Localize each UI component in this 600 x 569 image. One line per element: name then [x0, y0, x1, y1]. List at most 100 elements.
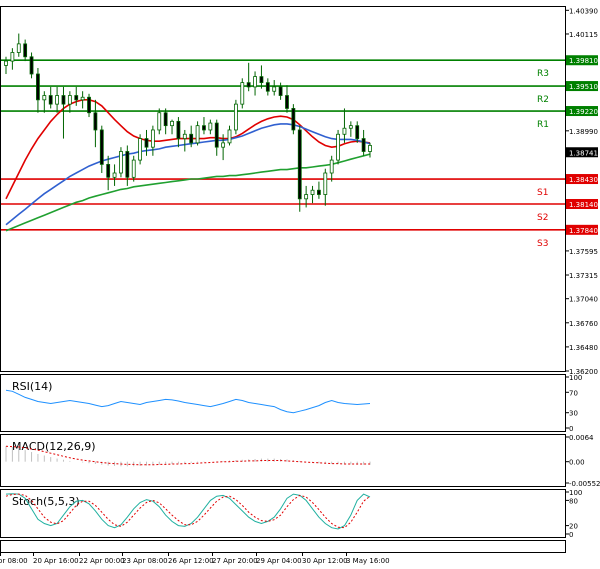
price-tick-label: 1.37040 — [569, 296, 598, 304]
macd-line-1 — [5, 445, 370, 466]
level-name-r1: R1 — [537, 120, 549, 130]
candle — [170, 119, 174, 135]
panel-frame-empty — [0, 540, 566, 553]
stoch-tick-label: 0 — [569, 531, 573, 539]
candle — [42, 91, 47, 113]
candle — [74, 86, 79, 106]
level-price-tag — [566, 81, 598, 92]
candle-body — [182, 133, 187, 139]
price-axis: 1.40390 1.40115 1.38990 1.37595 1.37315 1.370… — [565, 7, 598, 376]
level-price-tag — [566, 55, 598, 66]
stoch-tick-label: 20 — [569, 523, 578, 531]
level-price-label: 1.38140 — [569, 201, 598, 209]
level-name-s3: S3 — [537, 239, 548, 249]
rsi-tick-label: 0 — [569, 425, 573, 433]
rsi-tick-label: 100 — [569, 374, 582, 382]
candle-body — [285, 95, 289, 109]
candles — [4, 33, 372, 212]
candle — [329, 155, 334, 182]
candle-body — [240, 82, 245, 105]
price-tick-label: 1.38990 — [569, 128, 598, 136]
level-price-label: 1.39510 — [569, 83, 598, 91]
candle — [4, 56, 8, 75]
candle — [182, 129, 187, 152]
panel-frame-macd — [0, 434, 566, 487]
rsi-tick-label: 30 — [569, 410, 578, 418]
candle — [317, 181, 321, 199]
candle-body — [163, 112, 168, 127]
time-tick-label: 20 Apr 16:00 — [33, 557, 79, 565]
candle — [342, 108, 347, 143]
candle — [361, 129, 366, 156]
candle — [112, 164, 117, 186]
candle — [310, 185, 315, 204]
candle — [16, 33, 21, 57]
candle — [138, 134, 143, 165]
price-tick-label: 1.37315 — [569, 272, 598, 280]
candle — [240, 78, 245, 109]
indicator-panels: 100 70 30 0 RSI(14) 0.0064 0.00 -0.005526 MACD(1… — [5, 374, 600, 539]
candle-body — [317, 189, 321, 195]
level-price-label: 1.39220 — [569, 108, 598, 116]
level-name-s2: S2 — [537, 213, 548, 223]
candle — [36, 67, 40, 113]
candle-body — [233, 103, 238, 131]
current-price-label: 1.38741 — [569, 149, 598, 157]
price-tick-label: 1.40115 — [569, 31, 598, 39]
candle — [285, 85, 289, 113]
candle-body — [4, 60, 8, 66]
candle — [87, 93, 91, 118]
candle — [221, 134, 226, 161]
candle — [272, 80, 277, 96]
panel-frame-rsi — [0, 374, 566, 432]
level-price-tag — [566, 198, 598, 209]
candle — [119, 147, 123, 178]
candle — [189, 125, 194, 148]
candle — [125, 145, 130, 186]
candle — [176, 117, 181, 148]
level-name-r2: R2 — [537, 95, 549, 105]
candle-body — [221, 142, 226, 148]
stoch-tick-label: 80 — [569, 497, 578, 505]
candle-body — [99, 129, 104, 165]
candle — [214, 119, 219, 156]
candle-body — [342, 127, 347, 135]
moving-average-lines — [5, 99, 371, 232]
candle-body — [329, 159, 334, 174]
candle-body — [208, 122, 213, 131]
candle-body — [291, 108, 296, 131]
candle — [157, 108, 162, 135]
candle — [336, 129, 340, 165]
candle-body — [278, 86, 283, 96]
stoch-label: Stoch(5,5,3) — [12, 495, 80, 508]
level-price-tag — [566, 174, 598, 185]
candle-body — [55, 95, 59, 105]
time-tick-label: 30 Apr 12:00 — [302, 557, 348, 565]
candle — [163, 108, 168, 135]
candle — [23, 39, 28, 62]
panel-frame-price — [0, 6, 566, 372]
candle-body — [16, 43, 21, 53]
candle-body — [138, 138, 143, 161]
candle-body — [176, 120, 181, 139]
candle-body — [265, 82, 270, 92]
candle — [55, 86, 59, 113]
candle-body — [131, 159, 136, 178]
ma-line-0 — [5, 99, 371, 200]
candle-body — [195, 125, 200, 144]
candle-body — [29, 56, 34, 75]
candle — [131, 155, 136, 182]
macd-label: MACD(12,26,9) — [12, 440, 96, 453]
candle — [265, 78, 270, 96]
stoch-tick-label: 100 — [569, 489, 582, 497]
candle-body — [87, 96, 91, 114]
candle-body — [23, 43, 28, 58]
candle-body — [42, 95, 47, 101]
candle — [195, 121, 200, 146]
candle-body — [36, 73, 40, 101]
rsi-label: RSI(14) — [12, 380, 52, 393]
candle — [304, 185, 309, 208]
candle — [253, 71, 257, 96]
time-tick-label: 23 Apr 08:00 — [122, 557, 168, 565]
